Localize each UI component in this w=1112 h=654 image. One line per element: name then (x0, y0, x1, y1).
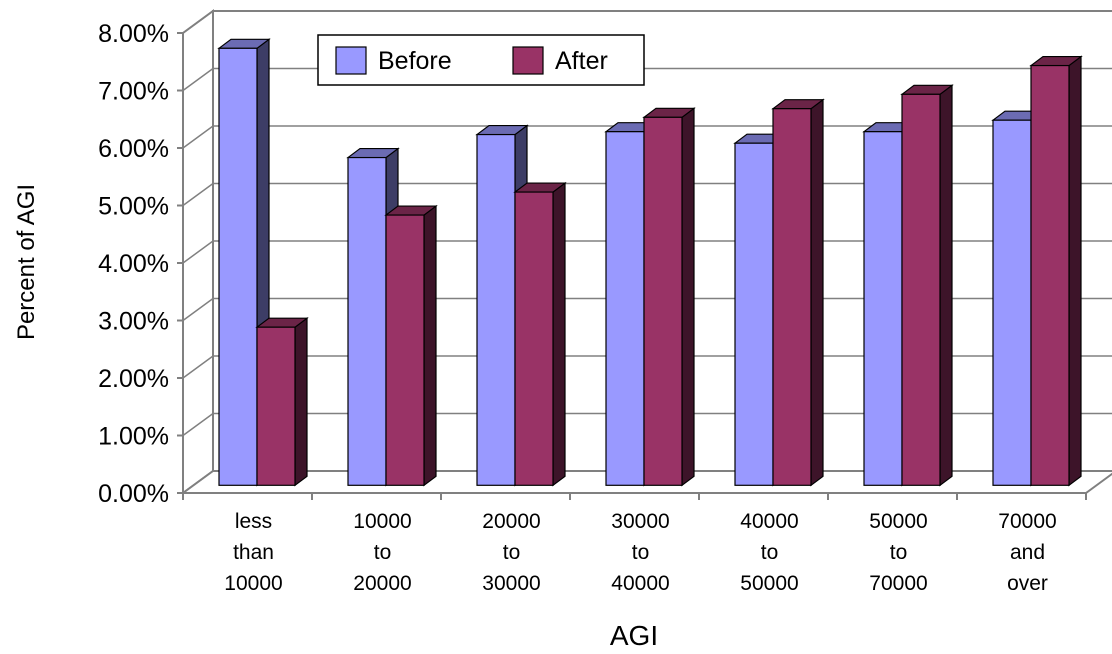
bar-side (424, 206, 436, 485)
legend-label-after: After (555, 47, 608, 75)
bar-side (553, 183, 565, 485)
bar-front (515, 192, 553, 485)
y-tick-label: 4.00% (98, 250, 169, 278)
bar-after (902, 85, 952, 485)
bar-front (902, 94, 940, 485)
x-tick-label: 70000 and over (998, 510, 1056, 595)
x-axis-ticks: less than 10000 10000 to 20000 20000 to 30000 300… (183, 493, 1086, 595)
bar-front (348, 158, 386, 486)
bar-after (644, 108, 694, 485)
x-tick-label: 10000 to 20000 (353, 510, 411, 595)
x-axis-title: AGI (610, 620, 658, 651)
x-tick-label: less than 10000 (224, 510, 282, 595)
legend-swatch-after (513, 47, 543, 74)
y-axis-ticks: 0.00% 1.00% 2.00% 3.00% 4.00% 5.00% 6.00% 7.00%… (98, 20, 183, 508)
bar-side (940, 85, 952, 485)
y-tick-label: 7.00% (98, 78, 169, 106)
bar-after (386, 206, 436, 485)
legend: Before After (318, 35, 644, 85)
bar-after (257, 318, 307, 485)
y-tick-label: 8.00% (98, 20, 169, 48)
bar-front (864, 132, 902, 486)
bar-front (773, 109, 811, 486)
legend-swatch-before (336, 47, 366, 74)
x-tick-label: 30000 to 40000 (611, 510, 669, 595)
bar-front (477, 135, 515, 486)
bar-side (1069, 57, 1081, 486)
bar-front (1031, 66, 1069, 486)
bar-front (257, 327, 295, 485)
bar-after (1031, 57, 1081, 486)
y-tick-label: 5.00% (98, 193, 169, 221)
bar-side (811, 100, 823, 486)
y-tick-label: 6.00% (98, 135, 169, 163)
y-tick-label: 3.00% (98, 308, 169, 336)
bar-front (386, 215, 424, 485)
bar-front (219, 48, 257, 485)
bar-side (295, 318, 307, 485)
bar-after (515, 183, 565, 485)
bar-after (773, 100, 823, 486)
y-tick-label: 1.00% (98, 423, 169, 451)
bar-front (644, 117, 682, 485)
legend-label-before: Before (378, 47, 452, 75)
bar-side (682, 108, 694, 485)
bar-front (606, 132, 644, 486)
bar-front (735, 143, 773, 485)
x-tick-label: 20000 to 30000 (482, 510, 540, 595)
y-axis-title: Percent of AGI (13, 184, 40, 340)
bar-front (993, 120, 1031, 485)
y-tick-label: 0.00% (98, 480, 169, 508)
y-tick-label: 2.00% (98, 365, 169, 393)
x-tick-label: 50000 to 70000 (869, 510, 927, 595)
x-tick-label: 40000 to 50000 (740, 510, 798, 595)
